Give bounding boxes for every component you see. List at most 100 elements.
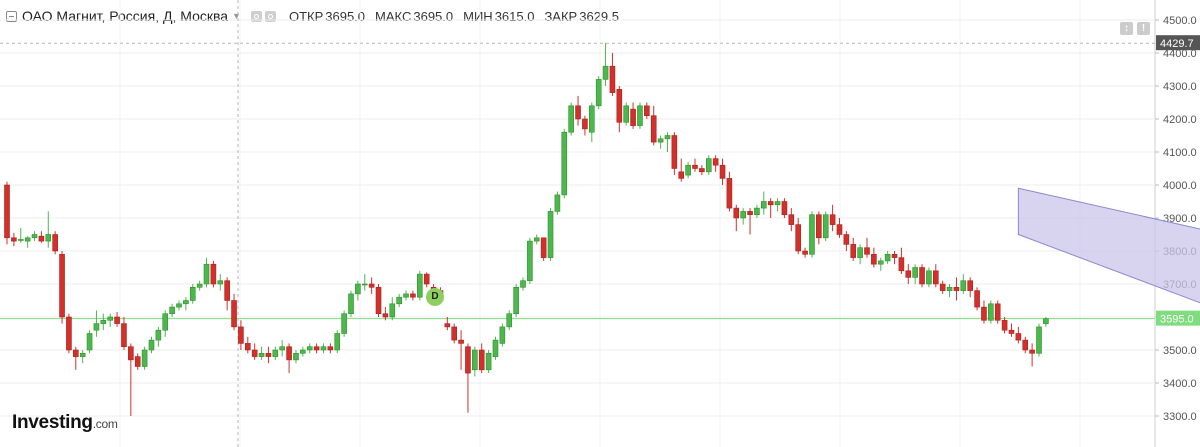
candle	[348, 290, 354, 317]
candle-body	[788, 214, 795, 225]
candle	[210, 260, 217, 288]
candle-body	[547, 211, 554, 258]
current-price-label-bg	[1156, 310, 1200, 326]
candle	[313, 343, 320, 354]
candle	[926, 267, 932, 288]
candle-body	[843, 234, 850, 245]
candle	[320, 343, 327, 354]
candle	[891, 251, 898, 265]
candle-body	[176, 303, 182, 308]
candle	[678, 158, 685, 182]
candle-body	[134, 356, 141, 367]
candle-body	[258, 352, 265, 357]
candle-body	[864, 247, 870, 255]
candle	[100, 313, 107, 331]
candle	[609, 53, 616, 96]
candle-body	[341, 313, 347, 334]
candle	[582, 115, 588, 136]
candle	[93, 310, 100, 337]
candle	[733, 204, 740, 232]
event-badge[interactable]: D	[426, 288, 444, 306]
candle-body	[898, 257, 905, 272]
crosshair-price-label: 4429.7	[1160, 38, 1194, 50]
crosshair-price-label-bg	[1156, 35, 1200, 51]
candle	[788, 208, 795, 232]
candle	[540, 237, 547, 261]
candle-body	[86, 333, 93, 351]
candle-body	[795, 224, 802, 252]
candle	[258, 346, 265, 360]
visibility-icon[interactable]	[250, 10, 262, 22]
candle	[974, 287, 980, 311]
candle	[967, 277, 974, 298]
candle-body	[485, 352, 492, 371]
candle-body	[458, 339, 464, 344]
candle-body	[114, 316, 120, 324]
candle-body	[389, 303, 396, 318]
candle	[107, 313, 113, 327]
candle	[472, 346, 478, 377]
candle	[760, 191, 767, 215]
candle	[114, 312, 120, 327]
scale-toggle-button[interactable]: ↕	[1120, 22, 1133, 35]
candle	[561, 128, 568, 199]
candle-body	[306, 346, 313, 351]
candle	[416, 270, 423, 301]
candle	[630, 102, 636, 129]
candle	[238, 320, 244, 350]
candle-body	[616, 89, 623, 123]
candle-body	[66, 316, 72, 351]
candle-body	[355, 283, 361, 295]
y-tick-label: 3500.0	[1163, 345, 1197, 357]
candle	[988, 300, 994, 324]
candle-body	[4, 184, 10, 239]
candle-body	[623, 105, 630, 123]
candle-body	[238, 326, 244, 344]
candle	[183, 297, 189, 311]
candle-body	[699, 168, 705, 173]
candle	[747, 208, 753, 235]
chevron-down-icon[interactable]: ▼	[232, 11, 241, 21]
candle-body	[79, 352, 86, 357]
candle-body	[891, 254, 898, 258]
candle-body	[38, 235, 45, 242]
candle-body	[685, 164, 691, 176]
candle-body	[245, 343, 251, 351]
candle	[423, 272, 430, 288]
candle	[231, 293, 237, 331]
candle	[293, 350, 299, 364]
candle	[128, 343, 134, 416]
alert-button[interactable]: !	[1137, 22, 1150, 35]
menu-icon[interactable]	[6, 10, 17, 22]
candle-body	[478, 349, 485, 371]
candle	[1008, 323, 1015, 337]
candle-body	[678, 171, 685, 179]
candle-body	[527, 240, 533, 282]
candle	[871, 247, 877, 268]
candle	[465, 343, 471, 413]
candle-body	[836, 224, 843, 235]
candle-body	[754, 207, 760, 216]
candle	[24, 236, 31, 248]
candle	[657, 135, 664, 149]
candle-body	[148, 339, 155, 351]
candle-body	[224, 280, 230, 301]
candle-body	[11, 237, 17, 242]
candle	[155, 326, 162, 347]
y-tick-label: 4000.0	[1163, 180, 1197, 192]
candle	[245, 336, 251, 354]
candle	[981, 300, 987, 324]
candle	[327, 343, 334, 354]
candle	[361, 274, 368, 291]
candle	[11, 232, 17, 247]
candle	[341, 310, 347, 337]
candle	[946, 284, 953, 298]
candle-body	[974, 290, 980, 308]
settings-icon[interactable]	[264, 10, 276, 22]
candle	[451, 323, 458, 344]
candle-body	[719, 164, 726, 179]
candle-body	[251, 349, 258, 357]
candle	[616, 86, 623, 133]
candle	[45, 211, 52, 248]
